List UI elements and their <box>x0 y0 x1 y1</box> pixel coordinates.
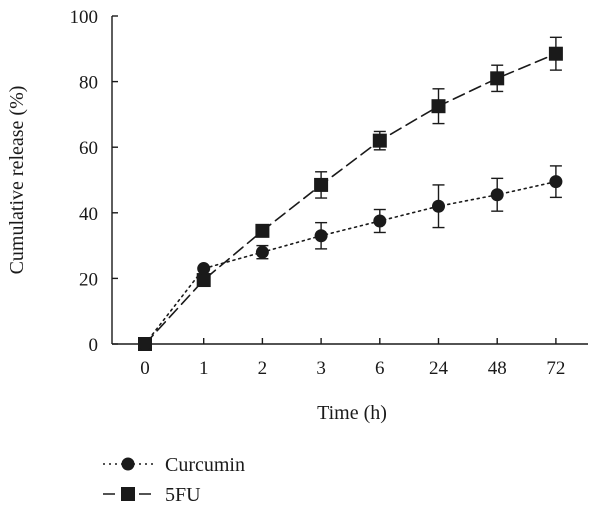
x-tick-label: 0 <box>140 358 150 379</box>
x-tick-label: 2 <box>258 358 268 379</box>
data-point <box>549 175 563 189</box>
data-point <box>255 245 269 259</box>
y-tick-label: 80 <box>79 73 98 94</box>
legend-marker <box>121 487 135 501</box>
legend-entry-curcumin: Curcumin <box>103 454 245 476</box>
x-axis-title: Time (h) <box>317 402 387 424</box>
legend-label: Curcumin <box>165 454 245 476</box>
y-tick-label: 0 <box>89 335 99 356</box>
data-point <box>372 133 387 148</box>
data-point <box>197 262 211 276</box>
data-point <box>548 46 563 61</box>
x-tick-label: 1 <box>199 358 209 379</box>
plot-area <box>138 36 563 351</box>
series-line <box>144 52 557 345</box>
data-point <box>431 99 446 114</box>
x-tick-label: 72 <box>546 358 565 379</box>
y-tick-label: 40 <box>79 204 98 225</box>
y-tick-label: 60 <box>79 138 98 159</box>
data-point <box>373 214 387 228</box>
series-line <box>144 180 557 345</box>
legend-marker <box>121 457 135 471</box>
axes: Cumulative release (%) Time (h) 02040608… <box>6 7 588 424</box>
legend-entry-5fu: 5FU <box>103 484 201 506</box>
y-tick-label: 20 <box>79 269 98 290</box>
data-point <box>490 188 504 202</box>
x-tick-label: 48 <box>488 358 507 379</box>
y-tick-label: 100 <box>70 7 99 28</box>
legend: Curcumin 5FU <box>103 454 245 506</box>
data-point <box>314 177 329 192</box>
x-tick-label: 6 <box>375 358 385 379</box>
data-point <box>314 229 328 243</box>
series-curcumin <box>138 165 563 351</box>
data-point <box>255 223 270 238</box>
data-point <box>490 71 505 86</box>
legend-label: 5FU <box>165 484 201 506</box>
x-tick-label: 3 <box>316 358 326 379</box>
data-point <box>432 199 445 213</box>
data-point <box>196 273 211 288</box>
y-axis-title: Cumulative release (%) <box>6 86 28 275</box>
x-tick-label: 24 <box>429 358 449 379</box>
